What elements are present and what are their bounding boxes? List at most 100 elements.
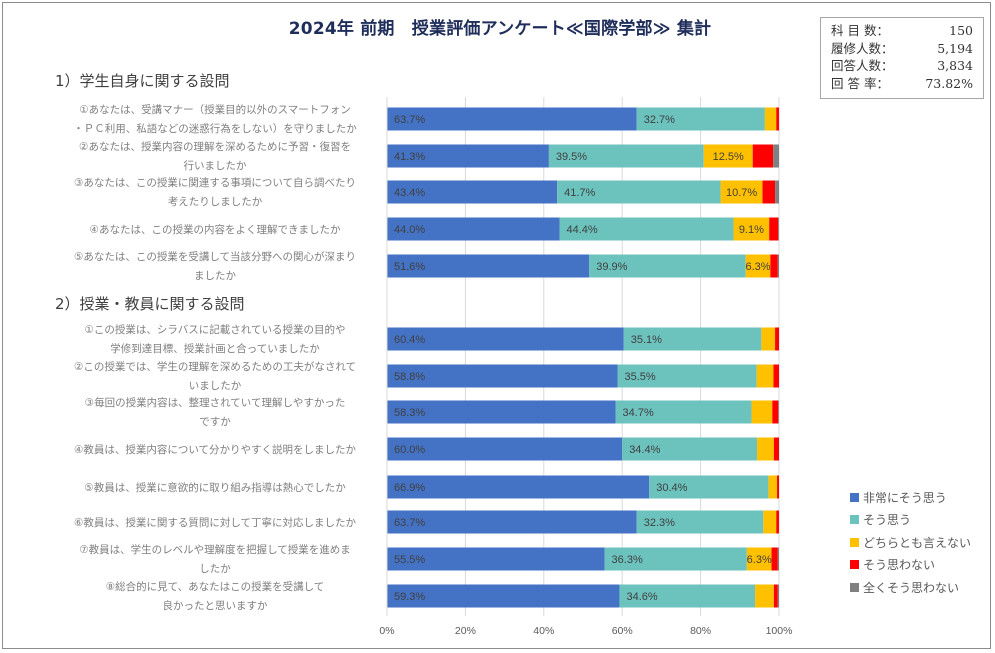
bar-segment xyxy=(703,144,753,168)
data-label: 34.6% xyxy=(626,591,657,603)
stats-label: 履修人数： xyxy=(831,40,894,56)
section-heading-student: 1）学生自身に関する設問 xyxy=(55,72,230,90)
bar-segment xyxy=(755,584,774,608)
question-label: ⑦教員は、学生のレベルや理解度を把握して授業を進めま したか xyxy=(50,541,380,579)
stats-label: 科 目 数： xyxy=(831,23,889,38)
stats-value: 5,194 xyxy=(937,40,973,56)
question-label: ⑥教員は、授業に関する質問に対して丁寧に対応しましたか xyxy=(50,514,380,533)
x-tick-label: 80% xyxy=(690,625,711,637)
data-label: 30.4% xyxy=(656,482,687,494)
data-label: 59.3% xyxy=(394,591,425,603)
bar-segment xyxy=(751,400,773,424)
bar-segment xyxy=(771,547,778,571)
legend-label: 全くそう思わない xyxy=(863,580,960,595)
legend-item-strongly-disagree: 全くそう思わない xyxy=(850,576,971,599)
bar-segment xyxy=(761,327,776,351)
bar-segment xyxy=(387,364,618,388)
bar-segment xyxy=(775,327,779,351)
question-label: ①あなたは、受講マナー（授業目的以外のスマートフォン ・ＰＣ利用、私語などの迷惑行… xyxy=(50,101,380,139)
stats-label: 回 答 率： xyxy=(831,75,889,91)
bar-segment xyxy=(387,217,560,241)
data-label: 10.7% xyxy=(726,187,757,199)
bar-segment xyxy=(778,217,779,241)
bar-segment xyxy=(387,475,650,499)
legend-label: どちらとも言えない xyxy=(863,535,972,550)
bar-segment xyxy=(387,327,624,351)
question-label: ⑧総合的に見て、あなたはこの授業を受講して 良かったと思いますか xyxy=(50,578,380,616)
bar-segment xyxy=(557,180,721,204)
bar-segment xyxy=(745,254,771,278)
legend-label: 非常にそう思う xyxy=(863,490,947,505)
data-label: 39.5% xyxy=(556,151,587,163)
stats-label: 回答人数： xyxy=(831,58,894,73)
bar-segment xyxy=(777,547,779,571)
stats-row-enrolled: 履修人数： 5,194 xyxy=(831,40,973,58)
stats-value: 73.82% xyxy=(925,75,973,91)
data-label: 12.5% xyxy=(713,151,744,163)
bar-segment xyxy=(775,180,779,204)
data-label: 60.4% xyxy=(394,334,425,346)
chart-title: 2024年 前期 授業評価アンケート≪国際学部≫ 集計 xyxy=(288,19,712,39)
question-label-line: いましたか xyxy=(188,380,242,392)
legend-item-agree: そう思う xyxy=(850,509,971,532)
bar-segment xyxy=(387,400,616,424)
data-label: 35.1% xyxy=(631,334,662,346)
bar-segment xyxy=(776,510,779,534)
bar-segment xyxy=(559,217,734,241)
data-label: 43.4% xyxy=(394,187,425,199)
bar-segment xyxy=(762,180,776,204)
legend-label: そう思わない xyxy=(863,558,936,573)
bar-segment xyxy=(768,475,778,499)
bar-segment xyxy=(773,437,779,461)
question-label-line: ⑤あなたは、この授業を受講して当該分野への関心が深まり xyxy=(73,251,357,263)
bar-segment xyxy=(757,437,774,461)
question-label: ④教員は、授業内容について分かりやすく説明をしましたか xyxy=(50,441,380,460)
question-label-line: ②この授業では、学生の理解を深めるための工夫がなされて xyxy=(73,361,357,373)
data-label: 58.8% xyxy=(394,371,425,383)
question-label: ②この授業では、学生の理解を深めるための工夫がなされて いましたか xyxy=(50,358,380,396)
question-label-line: 行いましたか xyxy=(183,160,247,172)
bar-segment xyxy=(387,254,590,278)
bar-segment xyxy=(720,180,763,204)
question-label: ⑤あなたは、この授業を受講して当該分野への関心が深まり ましたか xyxy=(50,248,380,286)
question-label-line: ④あなたは、この授業の内容をよく理解できましたか xyxy=(89,223,341,236)
bar-segment xyxy=(636,107,765,131)
question-label: ③毎回の授業内容は、整理されていて理解しやすかった ですか xyxy=(50,394,380,432)
bar-segment xyxy=(636,510,764,534)
data-label: 9.1% xyxy=(739,224,764,236)
stats-box: 科 目 数： 150 履修人数： 5,194 回答人数： 3,834 回 答 率： 73… xyxy=(820,17,984,99)
question-label-line: ・ＰＣ利用、私語などの迷惑行為をしない）を守りましたか xyxy=(73,123,357,135)
data-label: 6.3% xyxy=(747,554,772,566)
bar-segment xyxy=(773,364,779,388)
data-label: 35.5% xyxy=(624,371,655,383)
x-tick-label: 40% xyxy=(533,625,554,637)
question-label-line: ですか xyxy=(199,416,231,428)
question-label-line: ⑦教員は、学生のレベルや理解度を把握して授業を進めま xyxy=(79,544,351,556)
question-label-line: 学修到達目標、授業計画と合っていましたか xyxy=(110,343,320,355)
bar-segment xyxy=(764,107,777,131)
question-label-line: ②あなたは、授業内容の理解を深めるために予習・復習を xyxy=(79,141,351,153)
bar-segment xyxy=(752,144,774,168)
section-heading-class-teacher: 2）授業・教員に関する設問 xyxy=(55,295,245,313)
data-label: 34.7% xyxy=(623,407,654,419)
stats-row-respondents: 回答人数： 3,834 xyxy=(831,57,973,75)
question-label-line: ①あなたは、受講マナー（授業目的以外のスマートフォン xyxy=(79,104,351,116)
data-label: 60.0% xyxy=(394,444,425,456)
legend-item-disagree: そう思わない xyxy=(850,554,971,577)
data-label: 63.7% xyxy=(394,517,425,529)
question-label-line: ⑧総合的に見て、あなたはこの授業を受講して xyxy=(105,581,325,593)
data-label: 44.0% xyxy=(394,224,425,236)
bar-segment xyxy=(387,144,549,168)
x-tick-label: 60% xyxy=(612,625,633,637)
legend-swatch xyxy=(850,492,859,502)
data-label: 41.7% xyxy=(564,187,595,199)
data-label: 32.7% xyxy=(644,114,675,126)
data-label: 55.5% xyxy=(394,554,425,566)
question-label: ⑤教員は、授業に意欲的に取り組み指導は熱心でしたか xyxy=(50,479,380,498)
bar-segment xyxy=(733,217,770,241)
bar-segment xyxy=(589,254,746,278)
data-label: 41.3% xyxy=(394,151,425,163)
bar-segment xyxy=(756,364,774,388)
stats-value: 150 xyxy=(949,23,973,38)
legend-item-strongly-agree: 非常にそう思う xyxy=(850,486,971,509)
